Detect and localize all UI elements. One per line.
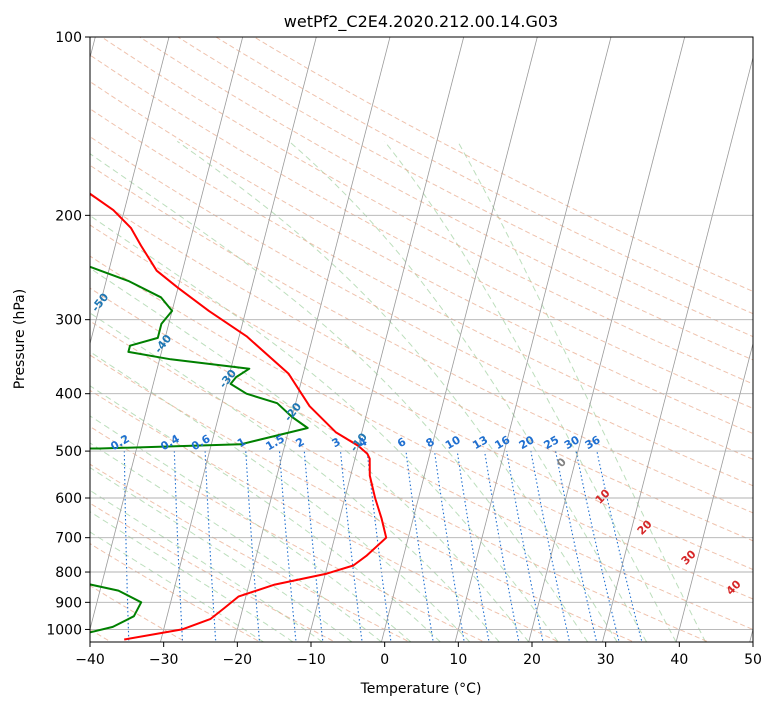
dry-adiabat	[90, 194, 753, 542]
x-tick-label: −20	[223, 652, 253, 668]
y-axis-ticks: 100 200 300 400 500 600 700 800 900 1000	[46, 30, 90, 638]
x-axis-label: Temperature (°C)	[360, 681, 482, 697]
isotherm-line	[233, 37, 391, 642]
x-tick-label: 0	[380, 652, 389, 668]
dry-adiabat	[90, 108, 753, 460]
profile-series-1	[90, 192, 388, 641]
y-tick-label: 1000	[46, 622, 82, 638]
x-tick-label: 30	[597, 652, 615, 668]
plot-frame	[89, 36, 754, 643]
chart-title: wetPf2_C2E4.2020.212.00.14.G03	[284, 12, 558, 32]
dry-adiabat	[100, 37, 753, 385]
skewed-isotherms	[90, 37, 753, 642]
isotherm-line	[381, 37, 538, 642]
mixing-ratio-line	[596, 450, 643, 642]
y-tick-label: 600	[55, 491, 82, 507]
profile-series-2	[90, 265, 309, 634]
y-tick-label: 800	[55, 565, 82, 581]
mixing-ratio-line	[575, 450, 620, 642]
y-tick-label: 500	[55, 444, 82, 460]
isotherm-line	[528, 37, 686, 642]
y-tick-label: 400	[55, 387, 82, 403]
dry-adiabat	[90, 136, 753, 487]
y-tick-label: 100	[55, 30, 82, 46]
profile-lines	[90, 192, 388, 641]
isotherm-line	[454, 37, 612, 642]
plot-area: -100-90-80-70-60-50-40-30-20-100.10.20.4…	[90, 37, 753, 642]
x-tick-label: −30	[149, 652, 179, 668]
x-tick-label: −10	[296, 652, 326, 668]
isotherm-line	[602, 55, 753, 642]
dry-adiabat	[90, 224, 753, 571]
x-tick-label: 50	[744, 652, 762, 668]
mixing-ratio-line	[483, 451, 520, 642]
x-tick-label: −40	[75, 652, 105, 668]
mixing-ratio-line	[506, 451, 544, 642]
y-axis-label: Pressure (hPa)	[12, 289, 28, 389]
x-tick-label: 40	[670, 652, 688, 668]
isotherm-line	[90, 37, 170, 346]
x-axis-ticks: −40 −30 −20 −10 0 10 20 30 40 50	[75, 642, 762, 668]
mixing-ratio-line	[173, 451, 184, 642]
x-tick-label: 20	[523, 652, 541, 668]
y-tick-label: 200	[55, 208, 82, 224]
y-tick-label: 700	[55, 531, 82, 547]
x-tick-label: 10	[449, 652, 467, 668]
mixing-ratio-line	[123, 451, 130, 642]
isotherm-line	[307, 37, 465, 642]
isotherm-line	[160, 37, 317, 642]
y-tick-label: 300	[55, 313, 82, 329]
mixing-ratio-line	[555, 450, 598, 642]
mixing-ratio-line	[530, 451, 571, 642]
dry-adiabat	[90, 81, 753, 435]
y-tick-label: 900	[55, 595, 82, 611]
isotherm-line	[675, 342, 753, 642]
mixing-ratio-line	[456, 451, 490, 642]
dry-adiabat	[90, 255, 753, 600]
isobar-gridlines	[90, 37, 753, 630]
isotherm-line	[90, 37, 244, 631]
